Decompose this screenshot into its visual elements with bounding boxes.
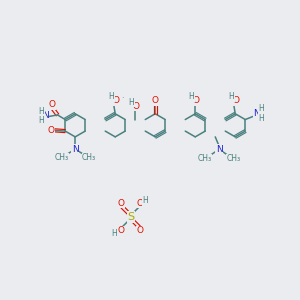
Text: N: N <box>72 145 79 154</box>
Text: H: H <box>128 98 134 107</box>
Text: O: O <box>232 96 239 105</box>
Text: O: O <box>112 96 119 105</box>
Text: O: O <box>118 226 125 235</box>
Text: N: N <box>42 111 49 120</box>
Text: ·: · <box>121 94 123 103</box>
Text: H: H <box>188 92 194 101</box>
Text: H: H <box>259 113 264 122</box>
Text: O: O <box>133 102 140 111</box>
Text: H: H <box>229 92 234 101</box>
Text: O: O <box>136 199 143 208</box>
Text: CH₃: CH₃ <box>197 154 212 163</box>
Text: O: O <box>49 100 56 109</box>
Text: N: N <box>254 109 260 118</box>
Text: O: O <box>136 226 143 235</box>
Text: H: H <box>259 104 264 113</box>
Text: O: O <box>47 126 54 135</box>
Text: H: H <box>142 196 148 205</box>
Text: O: O <box>118 199 125 208</box>
Text: CH₃: CH₃ <box>54 153 68 162</box>
Text: S: S <box>127 212 134 222</box>
Text: N: N <box>216 145 223 154</box>
Text: O: O <box>152 96 159 105</box>
Text: H: H <box>112 229 117 238</box>
Text: H: H <box>109 92 114 101</box>
Text: H: H <box>38 106 44 116</box>
Text: CH₃: CH₃ <box>227 154 241 163</box>
Text: CH₃: CH₃ <box>82 153 96 162</box>
Text: O: O <box>193 96 200 105</box>
Text: H: H <box>38 116 44 125</box>
